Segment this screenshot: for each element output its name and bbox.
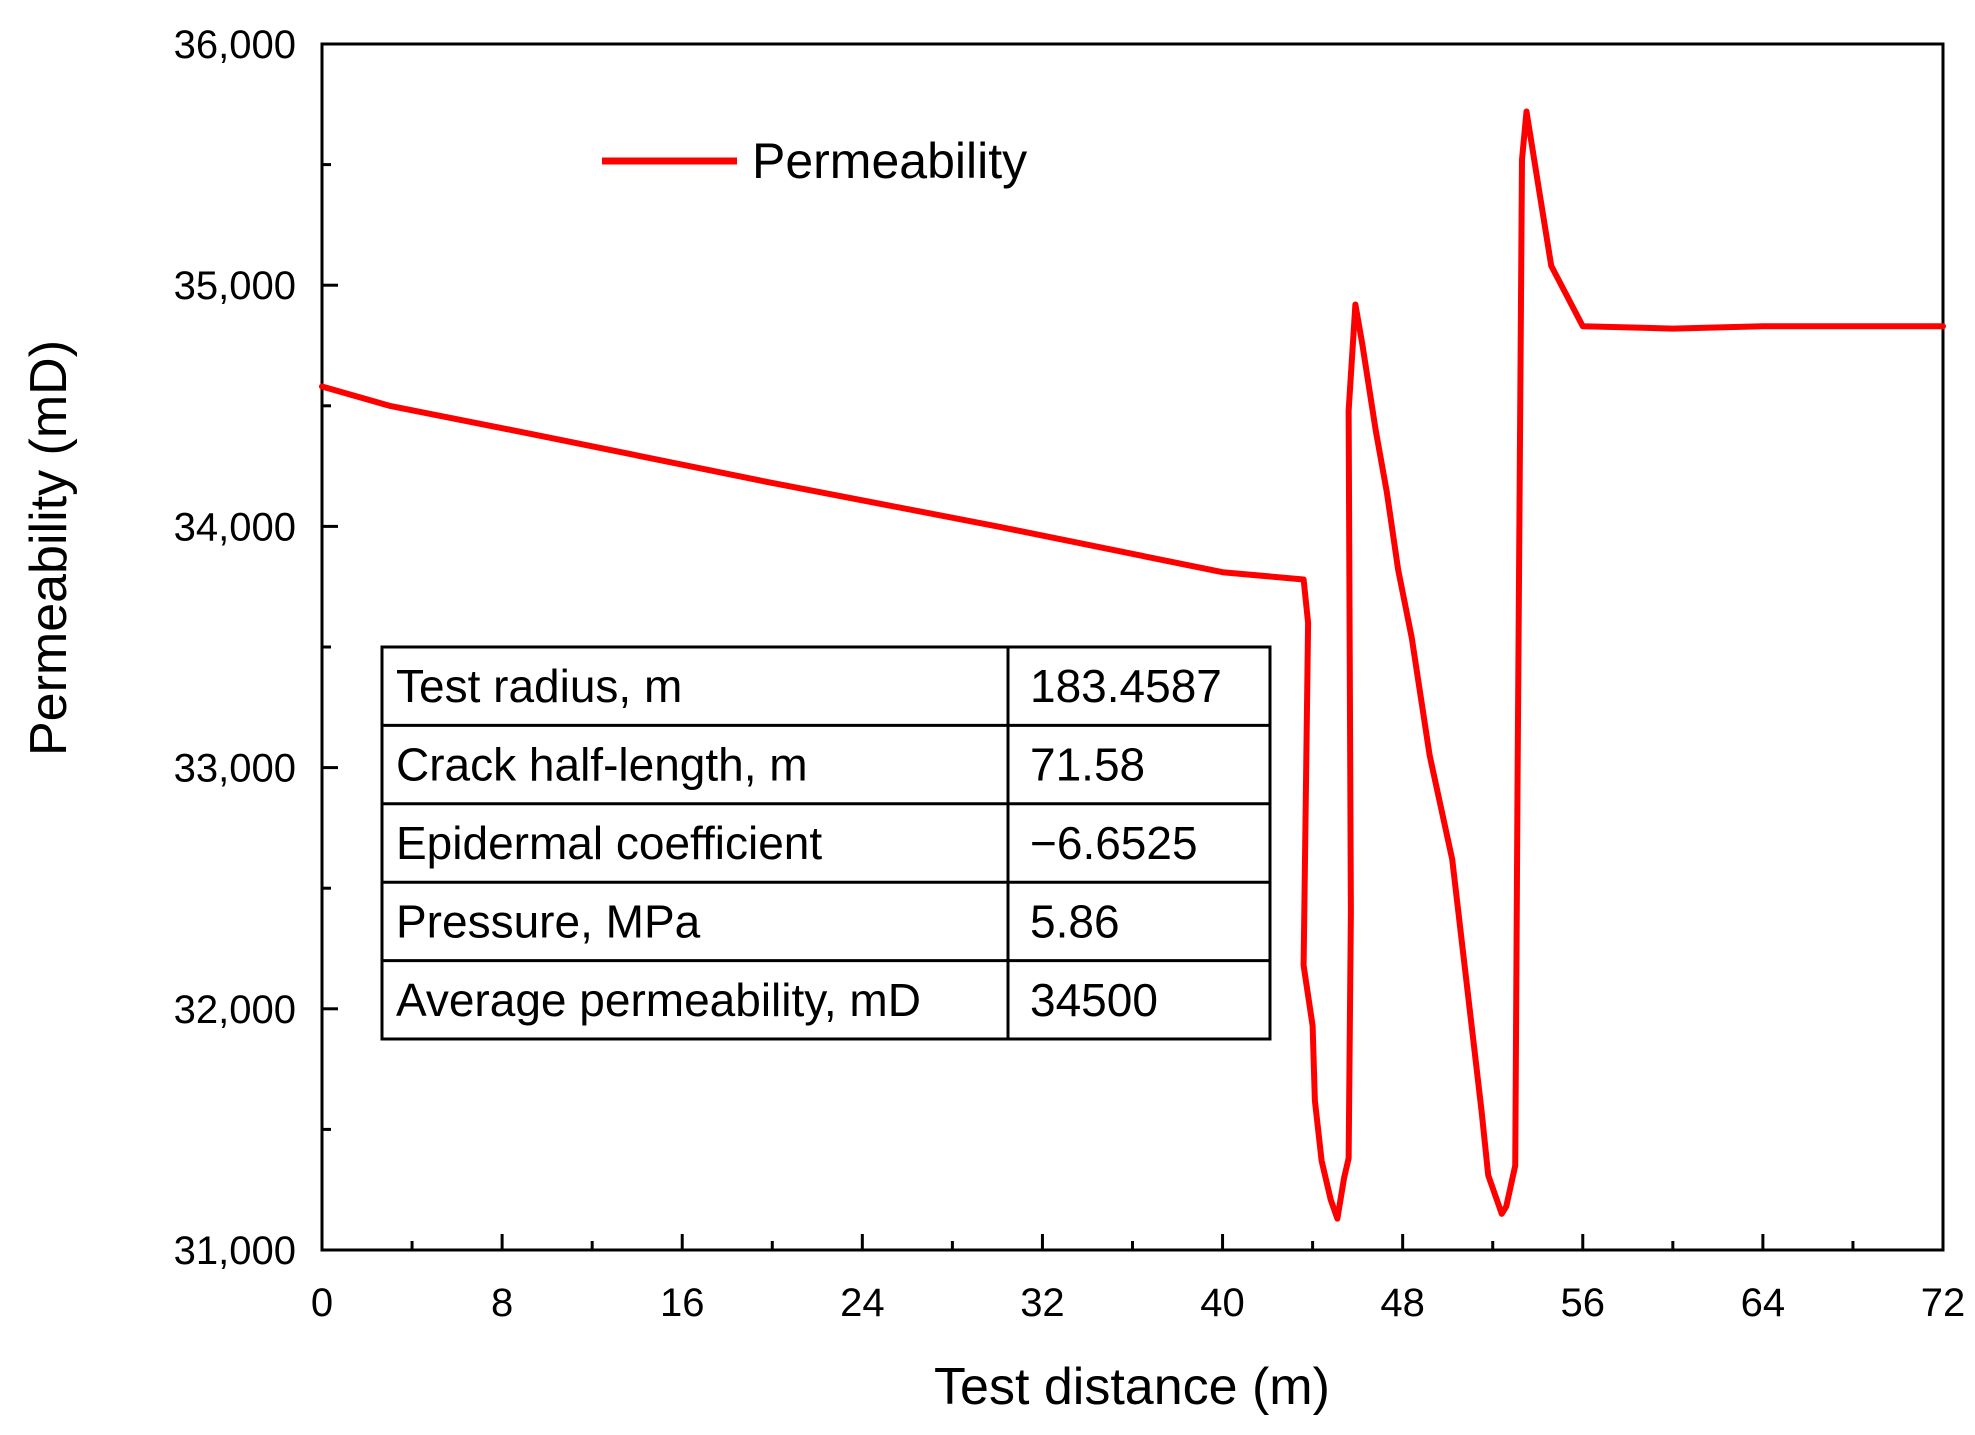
x-tick-label: 32	[1020, 1281, 1065, 1325]
y-tick-label: 33,000	[174, 747, 296, 791]
series-layer	[319, 108, 1946, 1222]
info-table-label: Pressure, MPa	[396, 895, 701, 947]
info-table-value: 5.86	[1030, 895, 1120, 947]
x-tick-label: 64	[1741, 1281, 1786, 1325]
x-tick-label: 72	[1921, 1281, 1966, 1325]
info-table-border	[380, 645, 1272, 1041]
info-table-value: −6.6525	[1030, 817, 1198, 869]
y-axis-title: Permeability (mD)	[20, 340, 78, 756]
info-table-label: Test radius, m	[396, 660, 682, 712]
y-tick-label: 31,000	[174, 1229, 296, 1273]
series-line-permeability	[319, 108, 1946, 1222]
x-tick-label: 0	[311, 1281, 333, 1325]
x-tick-label: 40	[1200, 1281, 1245, 1325]
info-table-value: 34500	[1030, 974, 1158, 1026]
y-tick-label: 34,000	[174, 505, 296, 549]
legend-label-permeability: Permeability	[752, 133, 1027, 189]
axis-ticks: 0 8 16 24 32 40 48 56 64 72 31,000 32,000 33,000 34,0…	[174, 23, 1966, 1325]
y-tick-label: 32,000	[174, 988, 296, 1032]
info-table: Test radius, m 183.4587 Crack half-length,…	[380, 645, 1272, 1041]
info-table-label: Epidermal coefficient	[396, 817, 822, 869]
info-table-value: 71.58	[1030, 739, 1145, 791]
x-tick-label: 24	[840, 1281, 885, 1325]
info-table-label: Average permeability, mD	[396, 974, 921, 1026]
x-tick-label: 48	[1380, 1281, 1425, 1325]
legend: Permeability	[602, 133, 1027, 189]
x-tick-label: 8	[491, 1281, 513, 1325]
info-table-value: 183.4587	[1030, 660, 1222, 712]
x-tick-label: 16	[660, 1281, 705, 1325]
x-axis-title: Test distance (m)	[934, 1358, 1330, 1416]
x-tick-label: 56	[1561, 1281, 1606, 1325]
info-table-label: Crack half-length, m	[396, 739, 808, 791]
y-tick-label: 36,000	[174, 23, 296, 67]
y-tick-label: 35,000	[174, 264, 296, 308]
